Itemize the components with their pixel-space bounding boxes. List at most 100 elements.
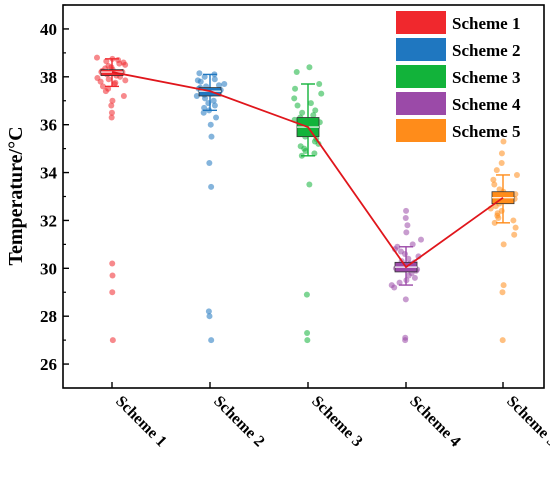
data-point — [500, 241, 507, 248]
data-point — [512, 224, 519, 231]
data-point — [205, 308, 212, 315]
plot-area — [62, 4, 545, 389]
data-point — [201, 73, 208, 80]
data-point — [206, 313, 213, 320]
data-point — [304, 329, 311, 336]
data-point — [493, 167, 500, 174]
data-point — [196, 70, 203, 77]
x-tick-label: Scheme 5 — [503, 393, 550, 451]
y-tick-label: 30 — [40, 259, 57, 278]
data-point — [97, 78, 104, 85]
data-point — [417, 236, 424, 243]
legend-swatch — [396, 38, 446, 61]
legend-swatch — [396, 92, 446, 115]
y-tick-label: 28 — [40, 307, 57, 326]
legend-label: Scheme 2 — [452, 41, 520, 60]
data-point — [316, 80, 323, 87]
data-point — [404, 222, 411, 229]
y-axis-title: Temperature/°C — [5, 126, 27, 265]
data-point — [208, 183, 215, 190]
data-point — [499, 337, 506, 344]
x-tick-label: Scheme 1 — [112, 393, 170, 451]
data-point — [500, 138, 507, 145]
data-point — [294, 102, 301, 109]
data-point — [510, 217, 517, 224]
data-point — [491, 219, 498, 226]
data-point — [303, 291, 310, 298]
data-point — [109, 289, 116, 296]
data-point — [116, 60, 123, 67]
data-point — [208, 133, 215, 140]
data-point — [103, 58, 110, 65]
data-point — [102, 88, 109, 95]
data-point — [213, 114, 220, 121]
data-point — [402, 337, 409, 344]
data-point — [111, 80, 118, 87]
y-tick-label: 40 — [40, 20, 57, 39]
legend: Scheme 1 Scheme 2 Scheme 3 Scheme 4 Scheme 5 — [396, 11, 521, 142]
legend-swatch — [396, 65, 446, 88]
data-point — [108, 102, 115, 109]
data-point — [310, 112, 317, 119]
legend-swatch — [396, 11, 446, 34]
y-tick-label: 36 — [40, 116, 57, 135]
x-tick-label: Scheme 3 — [308, 393, 366, 451]
data-point — [402, 296, 409, 303]
data-point — [193, 92, 200, 99]
data-point — [306, 181, 313, 188]
data-point — [411, 274, 418, 281]
data-point — [215, 82, 222, 89]
data-point — [511, 231, 518, 238]
data-point — [312, 107, 319, 114]
data-point — [405, 272, 412, 279]
data-point — [108, 109, 115, 116]
data-point — [210, 97, 217, 104]
mean-line — [111, 71, 504, 269]
data-point — [498, 159, 505, 166]
x-axis: Scheme 1 Scheme 2 Scheme 3 Scheme 4 Scheme 5 — [111, 382, 550, 451]
data-point — [94, 54, 100, 61]
data-point — [208, 337, 215, 344]
data-point — [409, 241, 416, 248]
data-point — [291, 95, 298, 102]
data-point — [403, 207, 410, 214]
data-point — [105, 76, 112, 83]
mean-layer — [111, 71, 504, 269]
data-point — [491, 181, 498, 188]
data-point — [197, 78, 204, 85]
data-point — [499, 289, 506, 296]
data-point — [311, 150, 318, 157]
data-point — [206, 159, 213, 166]
y-tick-label: 34 — [40, 164, 58, 183]
legend-label: Scheme 1 — [452, 14, 520, 33]
legend-label: Scheme 4 — [452, 95, 521, 114]
data-point — [307, 100, 314, 107]
data-point — [396, 279, 403, 286]
data-point — [318, 90, 325, 97]
data-point — [490, 176, 497, 183]
y-axis: 26 28 30 32 34 36 38 40 — [40, 4, 69, 374]
data-point — [495, 215, 502, 222]
data-point — [402, 215, 409, 222]
y-tick-label: 26 — [40, 355, 57, 374]
data-point — [122, 77, 129, 84]
data-point — [403, 229, 410, 236]
data-point — [299, 109, 306, 116]
legend-label: Scheme 3 — [452, 68, 520, 87]
data-point — [500, 282, 507, 289]
data-point — [513, 171, 520, 178]
data-point — [109, 337, 116, 344]
data-point — [202, 95, 209, 102]
data-point — [405, 255, 412, 262]
data-point — [109, 272, 116, 279]
data-point — [201, 104, 208, 111]
data-point — [304, 337, 311, 344]
data-point — [302, 148, 309, 155]
data-point — [109, 97, 116, 104]
data-point — [99, 83, 106, 90]
data-point — [122, 61, 129, 68]
y-tick-label: 38 — [40, 68, 57, 87]
legend-swatch — [396, 119, 446, 142]
data-point — [120, 92, 127, 99]
